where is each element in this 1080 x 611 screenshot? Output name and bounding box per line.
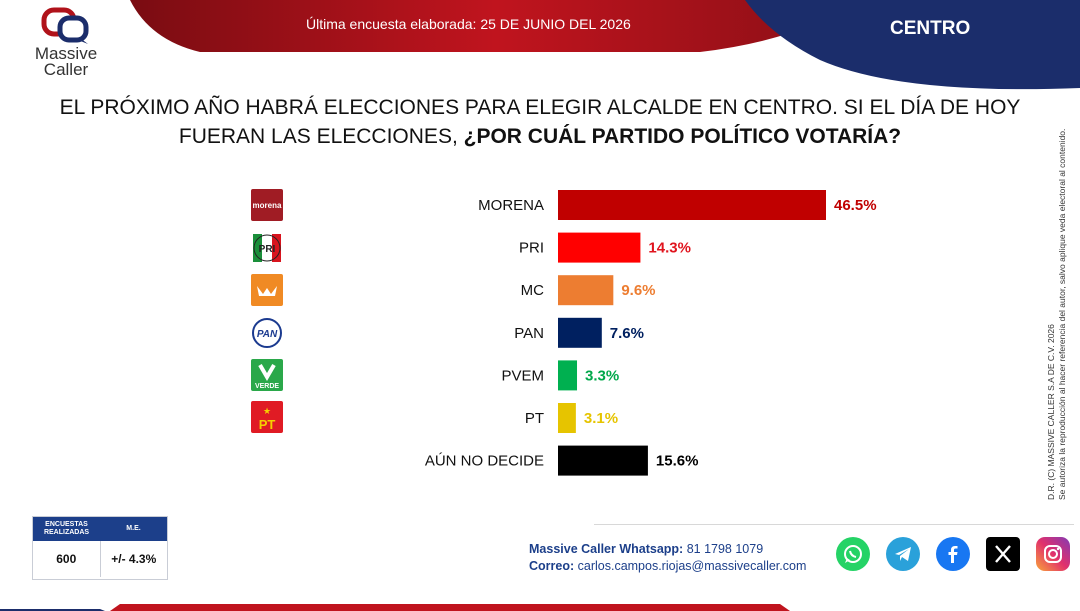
- pt-logo-text: PT: [259, 417, 276, 432]
- bar-mc: [558, 275, 614, 306]
- question-part1: EL PRÓXIMO AÑO HABRÁ ELECCIONES PARA ELE…: [59, 96, 1021, 119]
- pan-logo-text: PAN: [257, 329, 278, 340]
- bar-morena: [558, 190, 826, 220]
- bar-pt: [558, 403, 576, 433]
- pri-logo-icon: PRI: [251, 232, 283, 264]
- region-title: CENTRO: [890, 18, 971, 39]
- pan-logo-icon: PAN: [251, 317, 283, 349]
- vote-intention-bar-chart: MORENA 46.5% PRI 14.3% MC 9.6% PAN 7.6% PVEM 3.3%…: [425, 190, 877, 476]
- credit-line2: Se autoriza la reproducción al hacer ref…: [1057, 128, 1067, 500]
- value-label-pri: 14.3%: [648, 240, 691, 257]
- header-banner: [130, 0, 1080, 90]
- category-label-pri: PRI: [519, 240, 544, 257]
- pvem-logo-text: VERDE: [255, 383, 279, 390]
- logo-text-massive: Massive: [34, 44, 98, 63]
- category-label-a-n-no-decide: AÚN NO DECIDE: [425, 453, 544, 470]
- bar-pri: [558, 232, 641, 263]
- value-label-a-n-no-decide: 15.6%: [656, 453, 699, 470]
- category-label-pt: PT: [525, 410, 544, 427]
- bar-pvem: [558, 360, 578, 391]
- stats-header-margin: M.E.: [126, 525, 141, 532]
- footer-bar: [0, 604, 790, 611]
- value-label-mc: 9.6%: [621, 282, 655, 299]
- contact-info: Massive Caller Whatsapp: 81 1798 1079 Co…: [529, 541, 806, 575]
- morena-logo-text: morena: [253, 201, 282, 210]
- bar-a-n-no-decide: [558, 445, 648, 476]
- copyright-credit: D.R. (C) MASSIVE CALLER S.A DE C.V. 2026…: [1046, 100, 1067, 500]
- whatsapp-label: Massive Caller Whatsapp:: [529, 542, 684, 556]
- value-label-pan: 7.6%: [610, 325, 644, 342]
- logo-text-caller: Caller: [43, 60, 89, 79]
- social-links: [836, 537, 1070, 571]
- pt-logo-icon: ★ PT: [251, 401, 283, 433]
- bar-pan: [558, 317, 602, 348]
- stats-value-surveys: 600: [33, 541, 101, 577]
- pvem-logo-icon: VERDE: [251, 359, 283, 391]
- divider: [594, 524, 1074, 525]
- survey-stats-table: ENCUESTAS REALIZADAS M.E. 600 +/- 4.3%: [32, 516, 168, 580]
- category-label-pvem: PVEM: [501, 367, 544, 384]
- whatsapp-number[interactable]: 81 1798 1079: [683, 542, 764, 556]
- value-label-morena: 46.5%: [834, 197, 877, 214]
- massive-caller-logo: Massive Caller: [28, 6, 104, 86]
- value-label-pt: 3.1%: [584, 410, 618, 427]
- chat-bubbles-logo-icon: [41, 7, 89, 44]
- morena-logo-icon: morena: [251, 189, 283, 221]
- credit-line1: D.R. (C) MASSIVE CALLER S.A DE C.V. 2026: [1046, 324, 1056, 500]
- whatsapp-icon[interactable]: [836, 537, 870, 571]
- instagram-icon[interactable]: [1036, 537, 1070, 571]
- email-label: Correo:: [529, 559, 575, 573]
- survey-date: Última encuesta elaborada: 25 DE JUNIO D…: [306, 16, 631, 32]
- facebook-icon[interactable]: [936, 537, 970, 571]
- category-label-pan: PAN: [514, 325, 544, 342]
- value-label-pvem: 3.3%: [585, 367, 619, 384]
- stats-header-surveys: ENCUESTAS REALIZADAS: [43, 521, 90, 536]
- x-icon[interactable]: [986, 537, 1020, 571]
- pri-logo-text: PRI: [259, 244, 276, 255]
- question-part2: FUERAN LAS ELECCIONES,: [178, 125, 464, 148]
- category-label-mc: MC: [521, 282, 544, 299]
- question-text: EL PRÓXIMO AÑO HABRÁ ELECCIONES PARA ELE…: [40, 93, 1040, 151]
- mc-logo-icon: [251, 274, 283, 306]
- email-link[interactable]: carlos.campos.riojas@massivecaller.com: [574, 559, 807, 573]
- category-label-morena: MORENA: [478, 197, 544, 214]
- svg-text:★: ★: [263, 406, 271, 416]
- stats-value-margin: +/- 4.3%: [111, 552, 157, 566]
- question-part3: ¿POR CUÁL PARTIDO POLÍTICO VOTARÍA?: [463, 125, 902, 148]
- telegram-icon[interactable]: [886, 537, 920, 571]
